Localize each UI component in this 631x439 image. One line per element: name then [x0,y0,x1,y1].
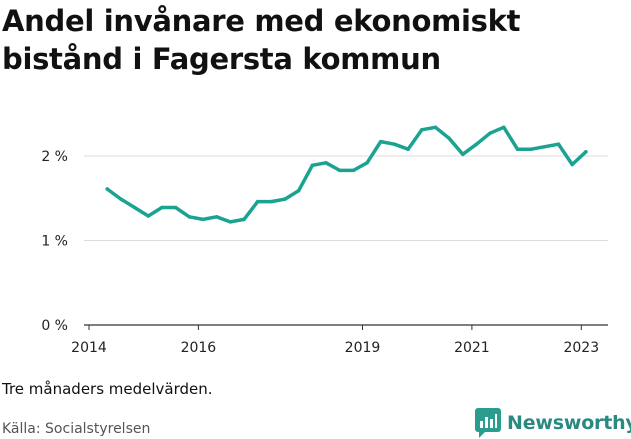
data-point [502,125,506,130]
y-tick-label: 1 % [41,234,68,250]
newsworthy-logo-icon [475,408,501,438]
x-tick-label: 2023 [563,340,599,356]
data-point [310,163,315,168]
data-point [283,197,287,201]
data-point [337,168,342,173]
data-point [543,144,547,149]
data-point [474,142,479,146]
data-point [556,142,561,146]
data-point [119,197,123,201]
brand-logo[interactable]: Newsworthy [475,408,631,438]
y-tick-label: 2 % [41,149,68,165]
data-point [529,147,533,151]
x-tick-label: 2014 [71,340,107,356]
chart-title: Andel invånare med ekonomiskt bistånd i … [2,4,521,76]
data-point [351,168,356,173]
data-point [214,215,219,219]
x-axis-ticks: 2014 2016 2019 2021 2023 [71,325,599,356]
data-point [242,217,246,222]
data-point [406,147,410,151]
data-point [146,214,151,218]
data-point [255,199,260,204]
x-tick-label: 2021 [454,340,490,356]
y-tick-label: 0 % [41,318,68,334]
data-point [173,205,178,210]
data-point [160,205,164,210]
data-point [187,215,192,219]
data-point [324,161,328,165]
y-axis-ticks: 0 % 1 % 2 % [41,149,68,334]
data-point [584,150,588,154]
data-point [132,205,137,210]
source-text: Källa: Socialstyrelsen [2,421,151,437]
data-point [378,139,383,144]
data-point [420,128,424,132]
data-point [365,161,369,165]
x-tick-label: 2019 [345,340,381,356]
data-point [269,199,274,204]
line-chart: 0 % 1 % 2 % 2014 2016 2019 2021 2023 [41,125,608,356]
data-point [296,188,301,193]
data-point [105,187,109,191]
x-tick-label: 2016 [181,340,217,356]
data-point [515,147,520,151]
data-point [488,131,492,135]
data-point [447,136,451,141]
data-point [433,125,438,130]
chart-note: Tre månaders medelvärden. [2,380,213,398]
data-point [570,162,574,167]
grid-lines [84,155,608,326]
data-point [228,220,233,224]
data-point [461,152,465,157]
brand-name: Newsworthy [507,412,631,434]
data-points [105,125,588,224]
series-line [105,125,588,224]
data-point [392,142,397,146]
data-point [201,217,205,222]
